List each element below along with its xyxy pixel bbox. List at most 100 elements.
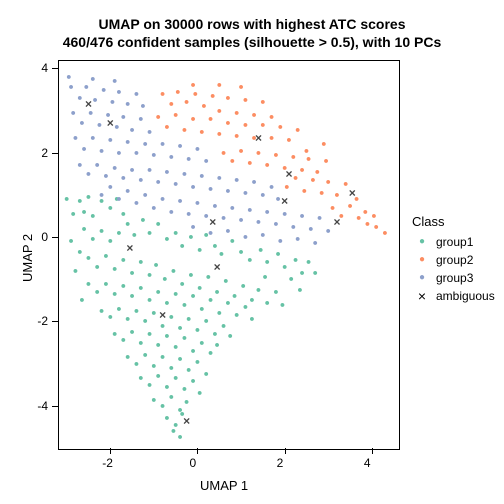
scatter-point-group2: ● (371, 212, 376, 221)
scatter-point-group1: ● (230, 237, 235, 246)
scatter-point-group1: ● (217, 309, 222, 318)
scatter-point-group1: ● (214, 287, 219, 296)
scatter-point-group2: ● (164, 123, 169, 132)
scatter-point-group1: ● (180, 241, 185, 250)
scatter-point-group3: ● (138, 115, 143, 124)
scatter-point-group1: ● (188, 233, 193, 242)
scatter-point-group1: ● (125, 315, 130, 324)
scatter-point-group3: ● (147, 127, 152, 136)
legend-swatch: ● (412, 237, 432, 247)
scatter-point-group1: ● (164, 298, 169, 307)
chart-title-line1: UMAP on 30000 rows with highest ATC scor… (0, 16, 504, 32)
scatter-point-group2: ● (225, 93, 230, 102)
scatter-point-group3: ● (112, 163, 117, 172)
scatter-point-group3: ● (79, 119, 84, 128)
scatter-point-group3: ● (169, 153, 174, 162)
y-axis-label: UMAP 2 (20, 234, 35, 282)
legend-label: group3 (436, 271, 473, 285)
scatter-point-group1: ● (121, 209, 126, 218)
scatter-point-group2: ● (247, 159, 252, 168)
scatter-point-group1: ● (262, 273, 267, 282)
scatter-point-group1: ● (147, 228, 152, 237)
scatter-point-group3: ● (71, 108, 76, 117)
scatter-point-group1: ● (171, 266, 176, 275)
scatter-point-group1: ● (90, 212, 95, 221)
scatter-point-group1: ● (134, 306, 139, 315)
scatter-point-group2: ● (184, 98, 189, 107)
scatter-point-group1: ● (90, 235, 95, 244)
scatter-point-group3: ● (134, 89, 139, 98)
scatter-point-group1: ● (129, 292, 134, 301)
scatter-point-group3: ● (164, 167, 169, 176)
scatter-point-group3: ● (81, 144, 86, 153)
scatter-point-group1: ● (232, 292, 237, 301)
scatter-point-group1: ● (186, 315, 191, 324)
scatter-point-group1: ● (208, 296, 213, 305)
scatter-point-group3: ● (125, 186, 130, 195)
scatter-point-group3: ● (77, 93, 82, 102)
scatter-point-group1: ● (177, 323, 182, 332)
scatter-point-group3: ● (97, 121, 102, 130)
scatter-point-group1: ● (160, 401, 165, 410)
scatter-point-group1: ● (142, 317, 147, 326)
scatter-point-group3: ● (195, 199, 200, 208)
scatter-point-group1: ● (288, 275, 293, 284)
legend-swatch: × (412, 289, 432, 303)
scatter-point-group2: ● (217, 106, 222, 115)
scatter-point-group3: ● (203, 212, 208, 221)
scatter-point-group1: ● (164, 235, 169, 244)
scatter-point-group2: ● (273, 150, 278, 159)
scatter-point-group1: ● (184, 397, 189, 406)
scatter-point-group1: ● (208, 349, 213, 358)
scatter-point-group1: ● (180, 279, 185, 288)
scatter-point-group1: ● (77, 197, 82, 206)
scatter-point-group1: ● (151, 361, 156, 370)
scatter-point-group2: ● (173, 110, 178, 119)
scatter-point-group1: ● (68, 237, 73, 246)
scatter-point-group2: ● (295, 125, 300, 134)
scatter-point-group3: ● (291, 222, 296, 231)
legend-item: ●group2 (412, 251, 495, 269)
scatter-point-group1: ● (293, 256, 298, 265)
scatter-point-group1: ● (108, 203, 113, 212)
scatter-point-group1: ● (173, 342, 178, 351)
scatter-point-group3: ● (125, 138, 130, 147)
scatter-point-group3: ● (134, 148, 139, 157)
scatter-point-group1: ● (164, 382, 169, 391)
scatter-point-group1: ● (86, 254, 91, 263)
scatter-point-group1: ● (256, 285, 261, 294)
scatter-point-group1: ● (71, 209, 76, 218)
scatter-point-group1: ● (112, 290, 117, 299)
scatter-point-group3: ● (247, 205, 252, 214)
scatter-point-group1: ● (273, 287, 278, 296)
scatter-point-group1: ● (156, 372, 161, 381)
scatter-point-group3: ● (186, 155, 191, 164)
scatter-point-group1: ● (182, 334, 187, 343)
scatter-point-group2: ● (321, 140, 326, 149)
scatter-point-group1: ● (81, 224, 86, 233)
scatter-point-group3: ● (108, 182, 113, 191)
scatter-point-group1: ● (129, 268, 134, 277)
scatter-point-group1: ● (140, 216, 145, 225)
scatter-point-group2: ● (323, 157, 328, 166)
scatter-point-group2: ● (326, 178, 331, 187)
scatter-point-group1: ● (147, 380, 152, 389)
scatter-point-group2: ● (199, 127, 204, 136)
scatter-point-group3: ● (138, 176, 143, 185)
scatter-point-group3: ● (140, 102, 145, 111)
scatter-point-group1: ● (121, 336, 126, 345)
scatter-point-group1: ● (173, 374, 178, 383)
scatter-point-group1: ● (247, 256, 252, 265)
scatter-point-group3: ● (99, 146, 104, 155)
scatter-point-group1: ● (103, 252, 108, 261)
scatter-point-group3: ● (243, 233, 248, 242)
scatter-point-group2: ● (210, 91, 215, 100)
scatter-point-group2: ● (169, 100, 174, 109)
scatter-point-group1: ● (162, 275, 167, 284)
scatter-point-group3: ● (147, 165, 152, 174)
scatter-point-group3: ● (269, 182, 274, 191)
scatter-point-group2: ● (234, 131, 239, 140)
scatter-point-group3: ● (260, 231, 265, 240)
x-tick-label: 0 (189, 456, 196, 470)
scatter-point-group3: ● (212, 201, 217, 210)
